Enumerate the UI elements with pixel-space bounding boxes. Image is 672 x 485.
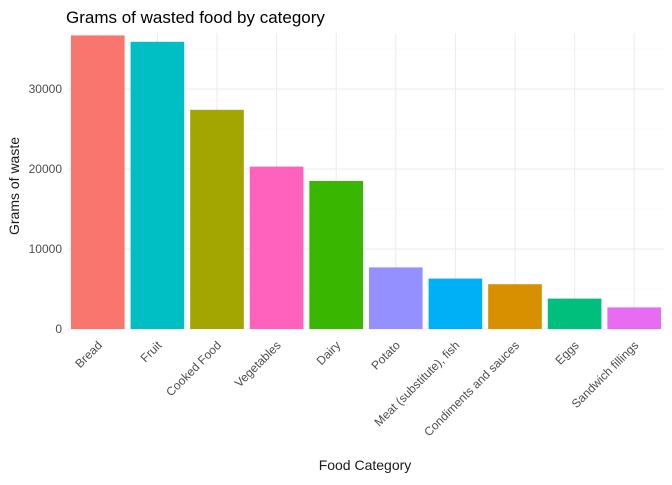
x-tick-label: Vegetables bbox=[232, 338, 284, 390]
bar-vegetables bbox=[249, 166, 304, 329]
bar-condiments-and-sauces bbox=[488, 284, 542, 329]
x-axis-title: Food Category bbox=[319, 457, 412, 473]
bar-eggs bbox=[547, 298, 602, 329]
y-tick-label: 20000 bbox=[29, 162, 63, 176]
bar-bread bbox=[70, 35, 125, 330]
x-tick-label: Eggs bbox=[552, 338, 581, 367]
y-tick-label: 0 bbox=[55, 322, 62, 336]
bars bbox=[70, 35, 662, 330]
bar-potato bbox=[368, 267, 423, 329]
bar-sandwich-fillings bbox=[607, 307, 662, 329]
y-axis-title: Grams of waste bbox=[6, 137, 22, 235]
x-tick-label: Cooked Food bbox=[163, 338, 224, 399]
bar-fruit bbox=[130, 41, 185, 330]
x-tick-label: Dairy bbox=[314, 338, 344, 368]
bar-cooked-food bbox=[190, 109, 244, 329]
y-tick-label: 30000 bbox=[29, 82, 63, 96]
bar-dairy bbox=[309, 181, 364, 329]
y-axis-ticks: 0 10000 20000 30000 bbox=[29, 82, 63, 336]
chart-title: Grams of wasted food by category bbox=[66, 8, 325, 27]
x-tick-label: Potato bbox=[368, 338, 403, 373]
x-tick-label: Fruit bbox=[138, 338, 165, 365]
x-tick-label: Bread bbox=[72, 338, 105, 371]
bar-meat-substitute-fish bbox=[428, 278, 483, 329]
y-tick-label: 10000 bbox=[29, 242, 63, 256]
